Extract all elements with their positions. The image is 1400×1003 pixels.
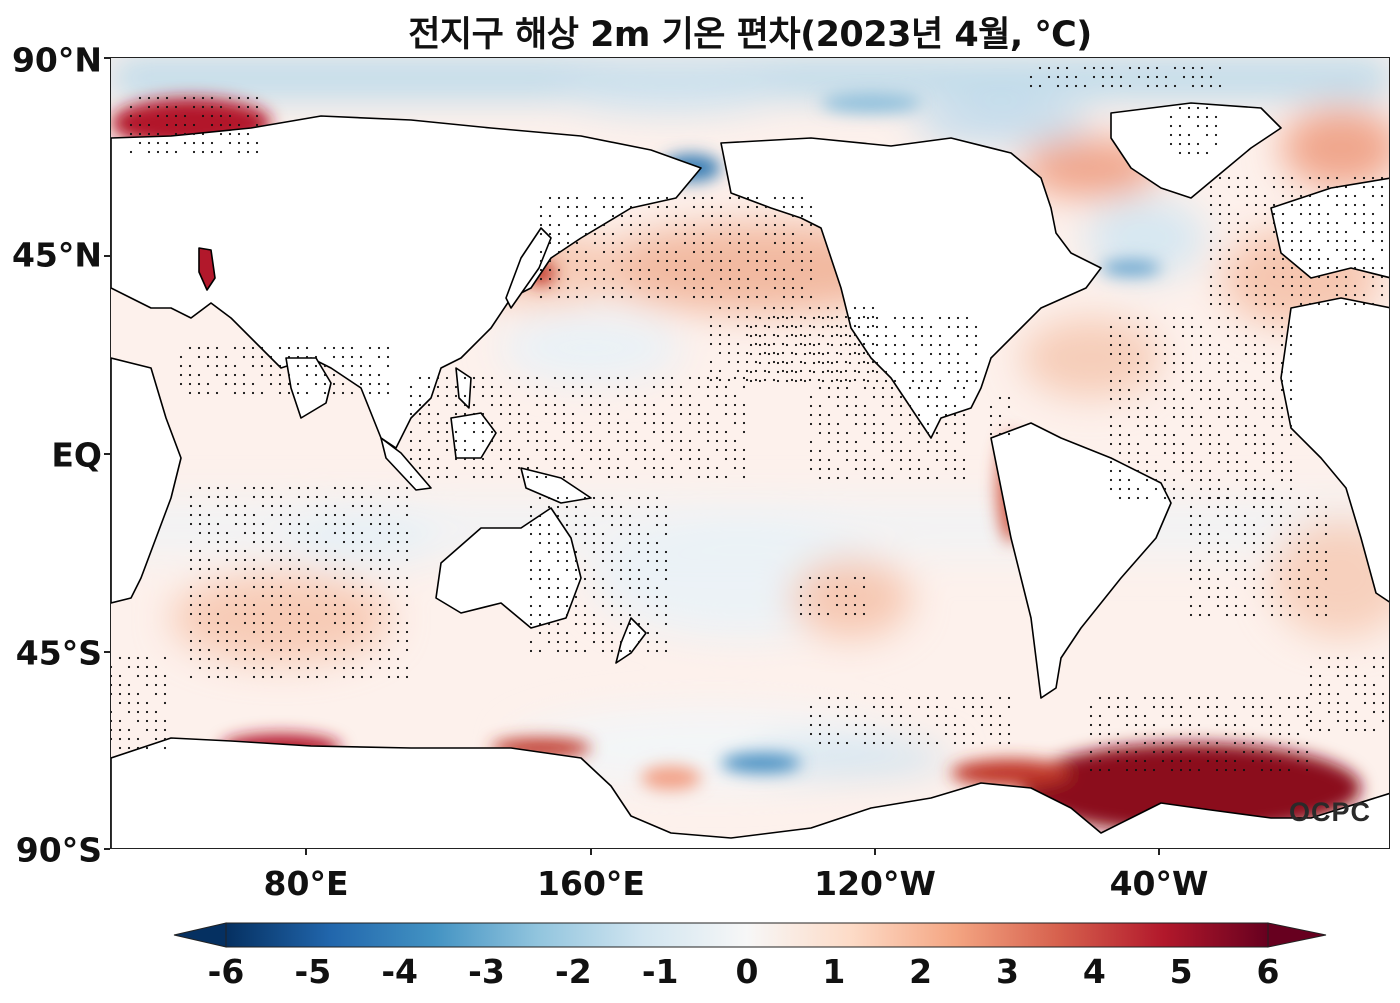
colorbar-tick-label: -2: [554, 952, 592, 991]
lat-tick: [104, 651, 110, 653]
lon-tick: [874, 849, 876, 855]
colorbar-tick-label: -4: [381, 952, 418, 991]
lat-tick: [104, 848, 110, 850]
land-sumatra: [380, 437, 432, 491]
anomaly-map-canvas: [111, 58, 1389, 848]
colorbar-tick-label: -1: [641, 952, 679, 991]
colorbar-extend-high: [1267, 922, 1327, 948]
ocpc-logo: OCPC: [1288, 797, 1371, 827]
land-new-guinea: [520, 467, 592, 504]
land-north-america: [720, 137, 1102, 439]
land-philippines: [455, 367, 472, 409]
land-japan: [505, 227, 552, 309]
colorbar-gradient: [225, 922, 1269, 948]
lon-tick: [1158, 849, 1160, 855]
land-south-america: [990, 422, 1172, 699]
anomaly-map: OCPC: [110, 57, 1390, 849]
land-greenland: [1110, 102, 1282, 199]
land-europe-east: [1270, 177, 1389, 279]
lat-tick: [104, 453, 110, 455]
colorbar-tick-label: 5: [1169, 952, 1193, 991]
colorbar-tick-label: -5: [294, 952, 332, 991]
lat-label-eq: EQ: [51, 435, 102, 475]
significance-stippling: [111, 66, 1385, 772]
colorbar-tick-label: 3: [996, 952, 1019, 991]
colorbar-tick-label: 4: [1082, 952, 1106, 991]
lon-label-160e: 160°E: [537, 864, 645, 903]
lat-label-90s: 90°S: [15, 830, 102, 870]
land-eurasia: [111, 115, 702, 449]
land-australia: [435, 507, 582, 629]
lon-label-40w: 40°W: [1109, 864, 1209, 903]
land-india: [285, 357, 332, 419]
land-sea-caspian: [198, 247, 216, 291]
lon-label-120w: 120°W: [814, 864, 936, 903]
colorbar-tick-label: -3: [468, 952, 505, 991]
land-africa-east: [1280, 297, 1389, 603]
map-title: 전지구 해상 2m 기온 편차(2023년 4월, ℃): [408, 15, 1092, 55]
lat-tick: [104, 255, 110, 257]
lat-tick: [104, 57, 110, 59]
land-antarctica: [111, 737, 1389, 848]
colorbar-tick-label: 0: [735, 952, 759, 991]
colorbar-tick-label: 6: [1256, 952, 1280, 991]
colorbar: [173, 922, 1327, 948]
lat-label-90n: 90°N: [11, 40, 102, 80]
land-borneo: [450, 412, 497, 459]
lat-label-45s: 45°S: [15, 633, 102, 673]
lon-tick: [305, 849, 307, 855]
lon-tick: [590, 849, 592, 855]
land-new-zealand: [615, 617, 647, 664]
land-masses: [111, 102, 1389, 848]
colorbar-extend-low: [173, 922, 227, 948]
colorbar-tick-label: 2: [909, 952, 933, 991]
colorbar-tick-label: -6: [207, 952, 245, 991]
land-africa: [111, 357, 182, 604]
lat-label-45n: 45°N: [11, 235, 102, 275]
lon-label-80e: 80°E: [263, 864, 349, 903]
colorbar-tick-label: 1: [822, 952, 846, 991]
